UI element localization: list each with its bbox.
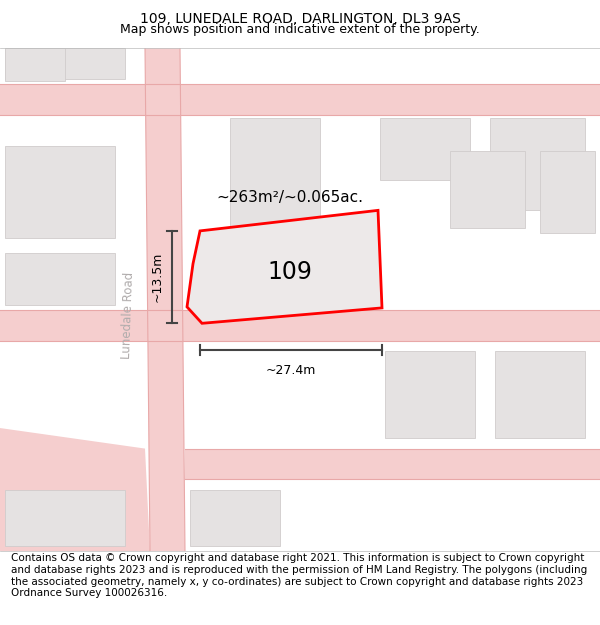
Text: ~27.4m: ~27.4m — [266, 364, 316, 378]
Text: Lunedale Road: Lunedale Road — [120, 271, 136, 359]
Text: Map shows position and indicative extent of the property.: Map shows position and indicative extent… — [120, 23, 480, 36]
Bar — [5, 48, 65, 81]
Text: 109, LUNEDALE ROAD, DARLINGTON, DL3 9AS: 109, LUNEDALE ROAD, DARLINGTON, DL3 9AS — [140, 12, 460, 26]
Bar — [230, 118, 320, 302]
Polygon shape — [0, 84, 600, 115]
Bar — [5, 489, 125, 546]
Text: ~13.5m: ~13.5m — [151, 252, 164, 302]
Bar — [450, 151, 525, 228]
Bar — [190, 489, 280, 546]
Polygon shape — [187, 211, 382, 323]
Polygon shape — [0, 428, 150, 551]
Bar — [540, 151, 595, 233]
Bar — [495, 351, 585, 438]
Polygon shape — [0, 310, 600, 341]
Bar — [490, 118, 585, 211]
Bar — [5, 146, 115, 238]
Polygon shape — [145, 48, 185, 551]
Polygon shape — [185, 449, 600, 479]
Text: Contains OS data © Crown copyright and database right 2021. This information is : Contains OS data © Crown copyright and d… — [11, 554, 587, 598]
Bar — [385, 351, 475, 438]
Text: 109: 109 — [268, 260, 313, 284]
Bar — [380, 118, 470, 179]
Bar — [5, 48, 125, 79]
Text: ~263m²/~0.065ac.: ~263m²/~0.065ac. — [217, 189, 364, 204]
Bar — [5, 254, 115, 305]
